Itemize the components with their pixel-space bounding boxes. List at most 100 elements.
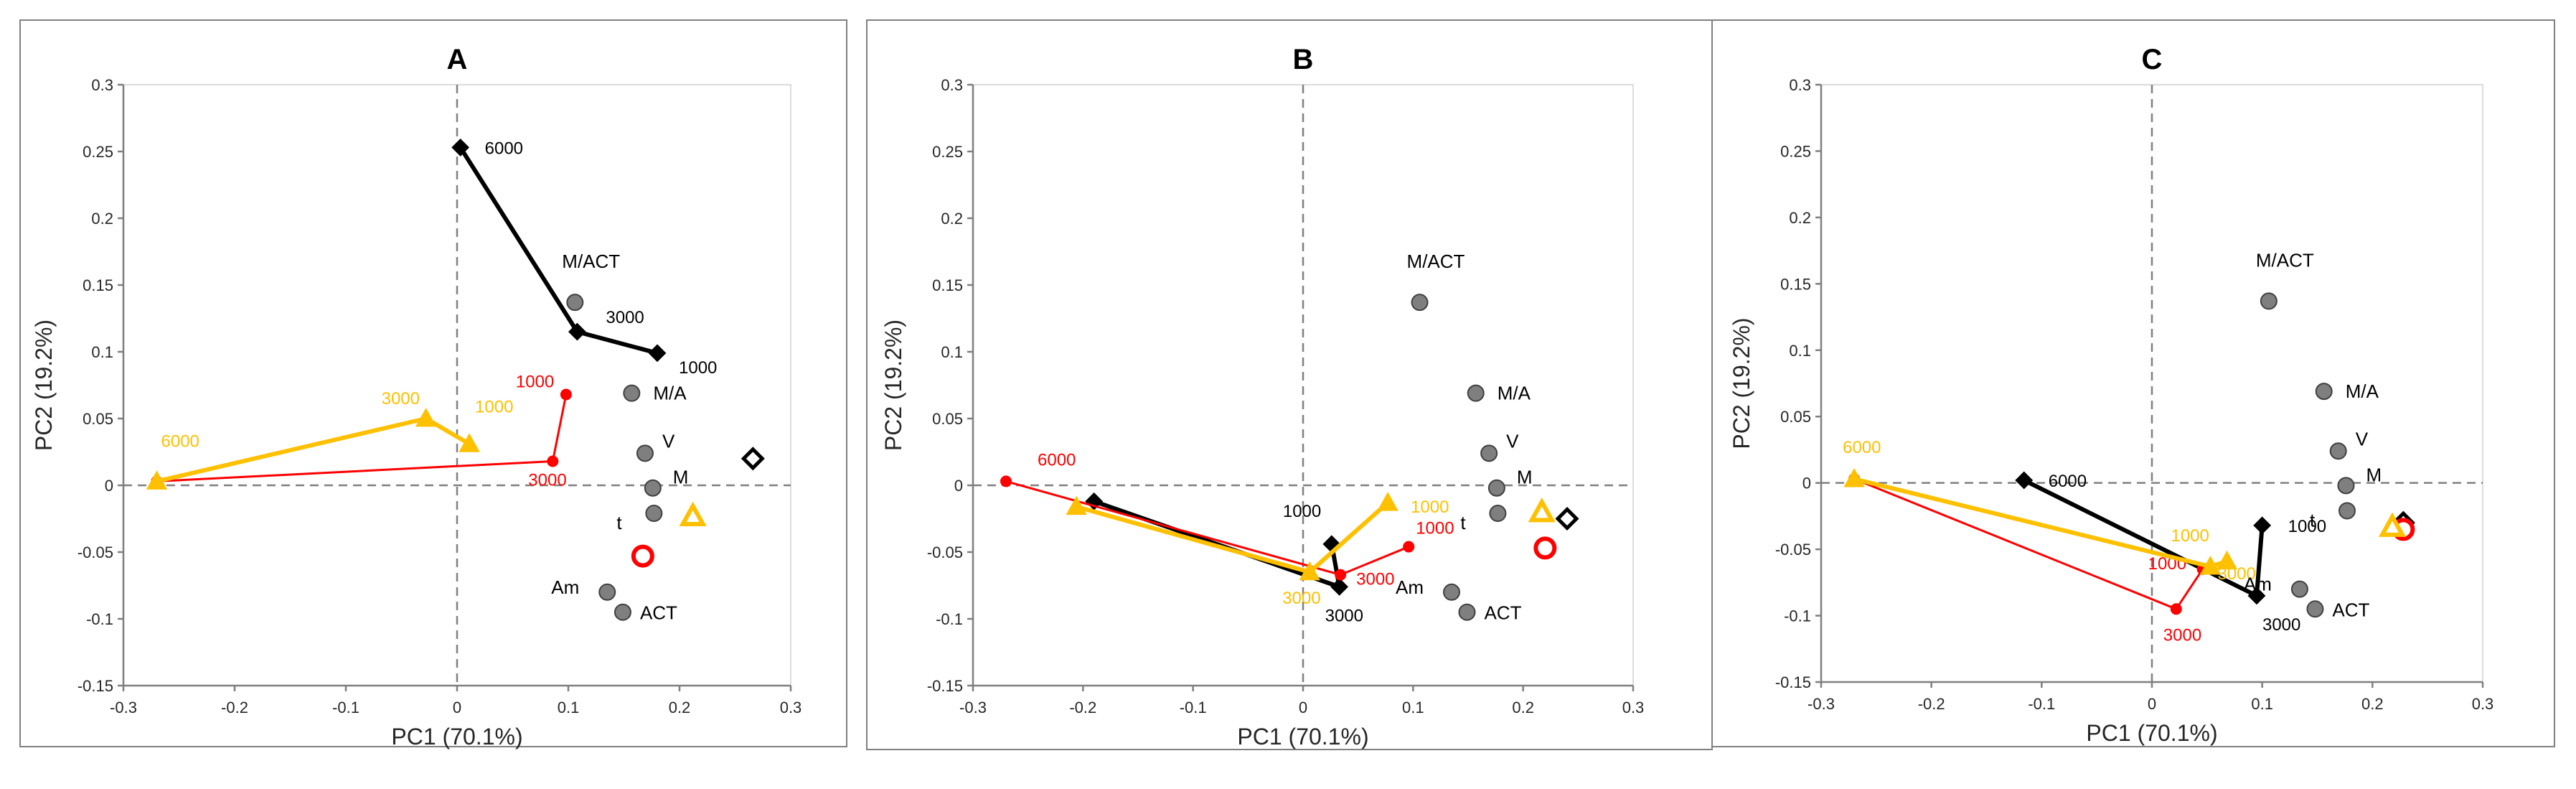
y-tick-label: 0 (954, 477, 963, 495)
variable-point (1480, 444, 1498, 462)
y-tick-label: -0.05 (77, 543, 113, 561)
variable-point (2338, 502, 2356, 520)
variable-label: M/ACT (2256, 249, 2314, 271)
y-tick-label: 0.3 (941, 76, 963, 94)
series-yellow-point (1377, 492, 1399, 511)
series-red-point (1335, 569, 1347, 581)
variable-label: Am (2244, 574, 2272, 595)
variable-label: M/ACT (1407, 251, 1465, 272)
x-tick-label: 0.2 (669, 699, 691, 716)
variable-label: V (1506, 430, 1519, 452)
variable-label: t (1460, 512, 1466, 533)
variable-point (2290, 580, 2308, 598)
series-yellow-point-label: 6000 (1843, 438, 1881, 457)
series-black-point-label: 1000 (2288, 517, 2326, 536)
x-tick-label: 0.3 (1622, 699, 1645, 716)
variable-label: M/ACT (562, 251, 620, 272)
x-tick-label: 0.3 (2472, 695, 2494, 713)
y-axis-title: PC2 (19.2%) (31, 319, 57, 451)
y-tick-label: 0.2 (1789, 209, 1811, 227)
y-tick-label: 0.25 (932, 143, 963, 161)
series-yellow-point-label: 6000 (161, 431, 199, 451)
y-tick-label: 0.15 (83, 276, 113, 294)
series-red-point-label: 6000 (1038, 450, 1076, 470)
variable-point (2329, 442, 2347, 460)
y-tick-label: 0.15 (1780, 275, 1811, 293)
series-yellow-point (1843, 468, 1865, 487)
y-tick-label: 0.05 (83, 410, 113, 428)
series-yellow-point (2216, 550, 2238, 570)
variable-label: M/A (2346, 381, 2379, 402)
variable-label: t (616, 512, 622, 533)
variable-label: Am (1396, 576, 1424, 598)
variable-point (566, 294, 584, 312)
y-tick-label: -0.15 (927, 677, 963, 695)
series-red-point-label: 3000 (528, 471, 566, 490)
variable-label: V (2356, 428, 2369, 449)
variable-point (645, 505, 663, 523)
y-tick-label: -0.1 (936, 610, 963, 628)
series-black-point-label: 3000 (606, 308, 644, 327)
x-tick-label: -0.2 (221, 699, 248, 716)
y-tick-label: -0.1 (1784, 607, 1811, 625)
variable-label: t (2310, 509, 2316, 531)
series-yellow-point (459, 433, 480, 452)
x-tick-label: -0.1 (332, 699, 359, 716)
y-tick-label: 0.2 (941, 210, 963, 228)
plot-area (972, 84, 1634, 686)
y-tick-label: -0.15 (1775, 673, 1811, 691)
y-tick-label: 0.1 (91, 343, 113, 361)
series-yellow-point-label: 1000 (1411, 498, 1449, 517)
series-black-point-label: 3000 (1325, 606, 1363, 625)
series-yellow-point (1299, 561, 1320, 581)
x-tick-label: 0.1 (2251, 695, 2273, 713)
series-black-point (2247, 587, 2266, 605)
y-tick-label: -0.05 (1775, 541, 1811, 559)
series-red-point-label: 1000 (1416, 519, 1454, 538)
series-red-endpoint (1533, 536, 1557, 560)
variable-label: M/A (1498, 383, 1531, 404)
variable-point (2337, 477, 2355, 495)
x-tick-label: 0 (453, 699, 461, 716)
panel-c: -0.3 -0.2 -0.1 0 0.1 0.2 0.3 -0.15 -0.1 -0.05 0 0.0… (1711, 19, 2555, 747)
x-tick-label: 0.1 (1402, 699, 1424, 716)
y-tick-label: -0.05 (927, 543, 963, 561)
series-yellow-point-label: 1000 (475, 397, 513, 416)
series-black-endpoint (741, 447, 765, 471)
panel-title: C (2142, 44, 2163, 75)
series-yellow-point-label: 3000 (382, 389, 420, 408)
series-black-point (648, 344, 667, 363)
series-red-endpoint (631, 544, 654, 568)
y-tick-label: 0.3 (91, 76, 113, 94)
x-tick-label: -0.3 (1808, 695, 1835, 713)
variable-point (1489, 505, 1507, 523)
variable-point (1487, 479, 1505, 497)
variable-point (1411, 294, 1429, 312)
variable-point (623, 384, 641, 402)
series-black-point (2015, 471, 2034, 490)
y-tick-label: -0.1 (86, 610, 113, 628)
variable-point (598, 583, 616, 601)
y-tick-label: 0.1 (1789, 342, 1811, 360)
series-red-point-label: 1000 (516, 373, 554, 392)
series-red-point (1403, 541, 1415, 553)
variable-label: M (2366, 464, 2382, 485)
y-tick-label: 0.1 (941, 343, 963, 361)
x-axis-title: PC1 (70.1%) (1237, 724, 1368, 750)
variable-label: ACT (1484, 602, 1521, 624)
y-axis-title: PC2 (19.2%) (880, 319, 906, 451)
y-tick-label: 0.3 (1789, 76, 1811, 94)
series-yellow-point (1066, 495, 1087, 515)
series-black-point-label: 1000 (1283, 502, 1321, 521)
series-yellow-point-label: 3000 (1282, 589, 1320, 608)
y-tick-label: 0.25 (83, 143, 113, 161)
variable-point (2315, 383, 2333, 401)
variable-point (1443, 583, 1460, 601)
series-black-point-label: 3000 (2262, 615, 2300, 635)
variable-point (2306, 600, 2324, 618)
variable-point (644, 479, 662, 497)
series-red-point (1000, 475, 1012, 487)
series-red-point (547, 455, 559, 467)
series-black-point (451, 139, 470, 157)
